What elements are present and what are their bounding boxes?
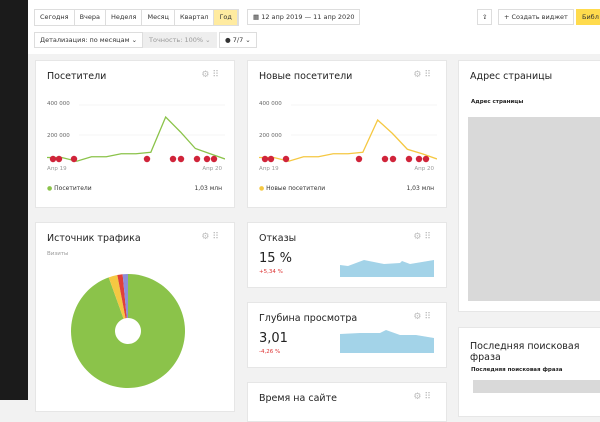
annotation-marker[interactable] [406, 156, 412, 162]
annotation-marker[interactable] [283, 156, 289, 162]
accuracy-label: Точность: 100% [149, 36, 203, 44]
annotation-marker[interactable] [211, 156, 217, 162]
series-line [47, 117, 225, 161]
chevron-down-icon: ⌄ [132, 36, 137, 44]
series-line [259, 120, 437, 161]
date-range-label: 12 апр 2019 — 11 апр 2020 [261, 13, 354, 21]
bounce-sparkline [340, 259, 434, 277]
annotation-marker[interactable] [194, 156, 200, 162]
annotation-marker[interactable] [423, 156, 429, 162]
segments-select[interactable]: ● 7/7 ⌄ [219, 32, 257, 48]
segments-label: 7/7 [233, 36, 243, 44]
settings-icon[interactable]: ⚙⠿ [413, 392, 434, 402]
metric-delta: +5,34 % [259, 269, 283, 275]
visitors-chart [47, 101, 225, 169]
widget-title: Отказы [259, 233, 296, 244]
annotation-marker[interactable] [416, 156, 422, 162]
settings-icon[interactable]: ⚙⠿ [201, 232, 222, 242]
widget-title: Время на сайте [259, 393, 337, 404]
create-widget-button[interactable]: + Создать виджет [498, 9, 574, 25]
period-today[interactable]: Сегодня [35, 10, 75, 25]
new-visitors-chart [259, 101, 437, 169]
calendar-icon: ▦ [253, 13, 261, 21]
metric-delta: -4,26 % [259, 349, 280, 355]
annotation-marker[interactable] [71, 156, 77, 162]
annotation-marker[interactable] [262, 156, 268, 162]
widget-title: Адрес страницы [470, 71, 552, 82]
date-range-button[interactable]: ▦ 12 апр 2019 — 11 апр 2020 [247, 9, 360, 25]
annotation-marker[interactable] [204, 156, 210, 162]
period-year[interactable]: Год [214, 10, 237, 25]
detail-label: Детализация: по месяцам [40, 36, 129, 44]
depth-widget: Глубина просмотра ⚙⠿ 3,01 -4,26 % [247, 302, 447, 368]
traffic-source-widget: Источник трафика ⚙⠿ Визиты [35, 222, 235, 412]
period-month[interactable]: Месяц [142, 10, 175, 25]
period-quarter[interactable]: Квартал [175, 10, 214, 25]
settings-icon[interactable]: ⚙⠿ [413, 232, 434, 242]
annotation-marker[interactable] [390, 156, 396, 162]
sidebar [0, 0, 28, 400]
search-phrase-widget: Последняя поисковая фраза Последняя поис… [458, 327, 600, 417]
detail-select[interactable]: Детализация: по месяцам ⌄ [34, 32, 143, 48]
settings-icon[interactable]: ⚙⠿ [201, 70, 222, 80]
annotation-marker[interactable] [144, 156, 150, 162]
traffic-pie-chart [70, 273, 186, 389]
annotation-marker[interactable] [382, 156, 388, 162]
visitors-widget: Посетители ⚙⠿ 400 000 200 000 Апр 19 Апр… [35, 60, 235, 208]
annotation-marker[interactable] [268, 156, 274, 162]
widget-title: Источник трафика [47, 233, 141, 244]
accuracy-select[interactable]: Точность: 100% ⌄ [143, 32, 217, 48]
annotation-marker[interactable] [56, 156, 62, 162]
loading-placeholder [468, 117, 600, 301]
share-icon: ⇪ [482, 13, 487, 21]
annotation-marker[interactable] [178, 156, 184, 162]
widget-title: Глубина просмотра [259, 313, 357, 324]
period-yesterday[interactable]: Вчера [75, 10, 106, 25]
column-header: Последняя поисковая фраза [471, 367, 562, 373]
metric-value: 15 % [259, 251, 292, 266]
new-visitors-widget: Новые посетители ⚙⠿ 400 000 200 000 Апр … [247, 60, 447, 208]
loading-placeholder [473, 380, 600, 393]
depth-sparkline [340, 329, 434, 353]
widget-title: Последняя поисковая фраза [470, 341, 600, 363]
annotation-marker[interactable] [356, 156, 362, 162]
total-value: 1,03 млн [406, 185, 434, 192]
segment-icon: ● [225, 36, 231, 44]
total-value: 1,03 млн [194, 185, 222, 192]
settings-icon[interactable]: ⚙⠿ [413, 312, 434, 322]
time-on-site-widget: Время на сайте ⚙⠿ [247, 382, 447, 422]
legend-label: Посетители [54, 185, 92, 192]
widget-title: Новые посетители [259, 71, 352, 82]
widget-title: Посетители [47, 71, 106, 82]
bounce-widget: Отказы ⚙⠿ 15 % +5,34 % [247, 222, 447, 288]
library-button[interactable]: Библ [576, 9, 600, 25]
metric-value: 3,01 [259, 331, 288, 346]
legend-item[interactable]: ● Новые посетители [259, 185, 325, 192]
legend-item[interactable]: ● Посетители [47, 185, 92, 192]
period-week[interactable]: Неделя [106, 10, 142, 25]
legend-label: Новые посетители [266, 185, 325, 192]
export-button[interactable]: ⇪ [477, 9, 492, 25]
period-selector: Сегодня Вчера Неделя Месяц Квартал Год [34, 9, 239, 26]
widget-subtitle: Визиты [47, 251, 68, 257]
settings-icon[interactable]: ⚙⠿ [413, 70, 434, 80]
page-address-widget: Адрес страницы Адрес страницы [458, 60, 600, 312]
annotation-marker[interactable] [50, 156, 56, 162]
column-header: Адрес страницы [471, 99, 523, 105]
annotation-marker[interactable] [170, 156, 176, 162]
